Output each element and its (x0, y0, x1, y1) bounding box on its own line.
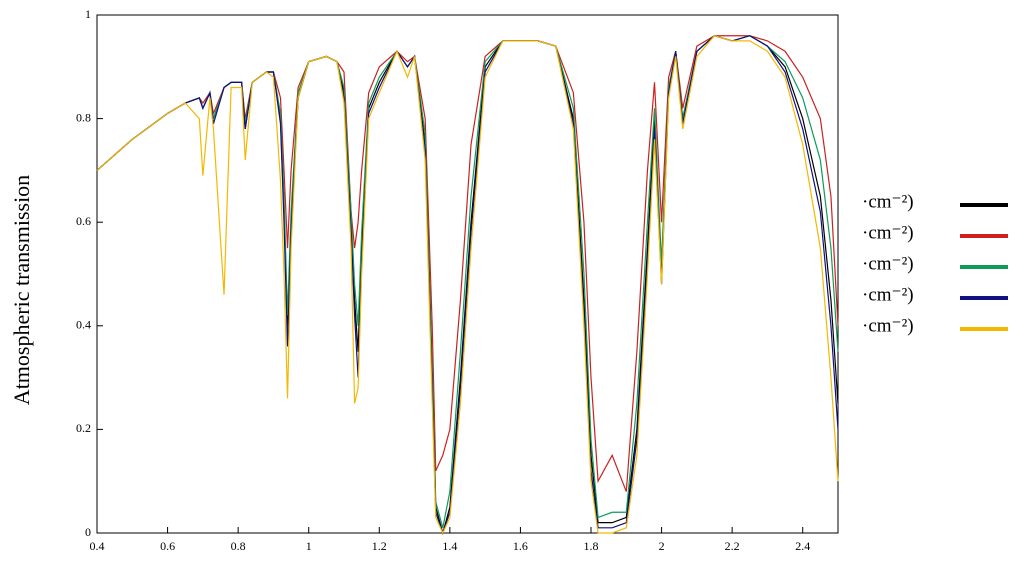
x-tick-label: 0.6 (160, 539, 175, 553)
x-tick-label: 1.8 (584, 539, 599, 553)
legend-label: ·cm⁻²) (862, 191, 914, 212)
y-tick-label: 0.4 (76, 318, 91, 332)
y-axis-label: Atmospheric transmission (9, 175, 34, 405)
y-tick-label: 0.8 (76, 110, 91, 124)
plot-frame (96, 14, 839, 534)
legend-label: ·cm⁻²) (862, 222, 914, 243)
legend-label: ·cm⁻²) (862, 315, 914, 336)
y-tick-label: 0 (85, 525, 91, 539)
legend-label: ·cm⁻²) (862, 253, 914, 274)
x-tick-label: 1.6 (513, 539, 528, 553)
series-line (96, 35, 839, 535)
x-tick-label: 2 (659, 539, 665, 553)
x-tick-label: 1.2 (372, 539, 387, 553)
series-line (96, 35, 839, 535)
x-tick-label: 2.2 (725, 539, 740, 553)
x-tick-label: 1 (306, 539, 312, 553)
x-tick-label: 0.8 (231, 539, 246, 553)
y-tick-label: 0.2 (76, 421, 91, 435)
series-line (96, 35, 839, 492)
x-tick-label: 0.4 (90, 539, 105, 553)
x-tick-label: 2.4 (795, 539, 810, 553)
legend-label: ·cm⁻²) (862, 284, 914, 305)
x-tick-label: 1.4 (442, 539, 457, 553)
y-tick-label: 1 (85, 7, 91, 21)
y-tick-label: 0.6 (76, 214, 91, 228)
